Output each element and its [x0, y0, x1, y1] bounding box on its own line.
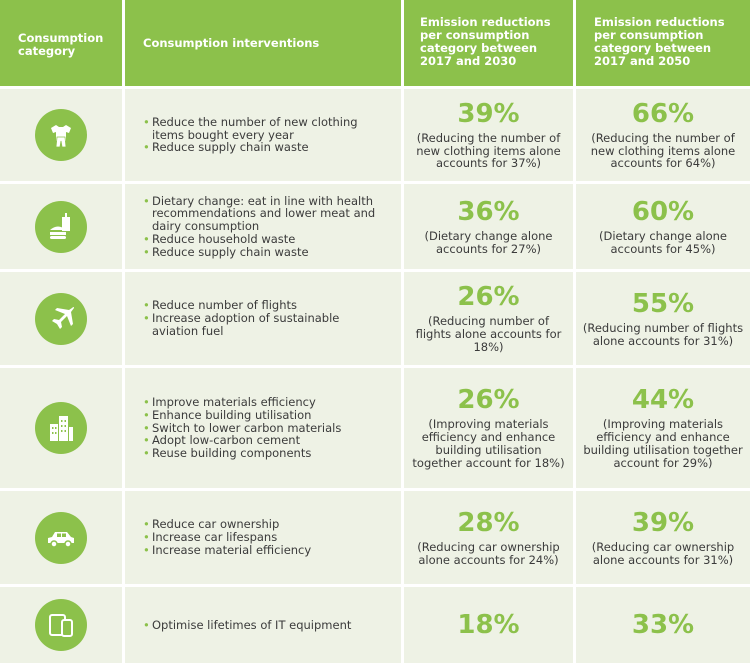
list-item: Adopt low-carbon cement [143, 434, 389, 447]
reduction-2030: 26% [457, 282, 520, 313]
interventions-list: Reduce number of flights Increase adopti… [125, 272, 401, 365]
table-row: Dietary change: eat in line with health … [0, 184, 750, 269]
list-item: Enhance building utilisation [143, 408, 389, 422]
header-category: Consumption category [0, 0, 122, 86]
reduction-2050: 33% [631, 610, 695, 640]
list-item: Reduce car ownership [143, 518, 389, 531]
interventions-list: Optimise lifetimes of IT equipment [125, 587, 401, 663]
table-row: Improve materials efficiency Enhance bui… [0, 368, 750, 488]
list-item: Reduce household waste [143, 233, 389, 246]
interventions-list: Dietary change: eat in line with health … [125, 184, 401, 269]
reduction-2050: 55% [631, 288, 695, 319]
list-item: Reduce the number of new clothing items … [143, 115, 389, 142]
list-item: Reduce supply chain waste [143, 245, 389, 259]
table-row: Reduce car ownership Increase car lifesp… [0, 491, 750, 584]
table-row: Reduce the number of new clothing items … [0, 89, 750, 181]
reduction-2030: 26% [457, 385, 520, 416]
list-item: Switch to lower carbon materials [143, 421, 389, 435]
list-item: Reduce supply chain waste [143, 141, 389, 154]
header-2050: Emission reductions per consumption cate… [576, 0, 750, 86]
interventions-list: Reduce the number of new clothing items … [125, 89, 401, 181]
list-item: Increase car lifespans [143, 531, 389, 544]
buildings-icon [35, 402, 87, 454]
reduction-2050: 66% [631, 98, 695, 129]
reduction-2050: 44% [631, 385, 695, 416]
devices-icon [35, 599, 87, 651]
table-row: Reduce number of flights Increase adopti… [0, 272, 750, 365]
header-interventions: Consumption interventions [125, 0, 401, 86]
table-row: Optimise lifetimes of IT equipment 18% 3… [0, 587, 750, 663]
reduction-2030-note: (Improving materials efficiency and enha… [412, 417, 565, 470]
header-2030: Emission reductions per consumption cate… [404, 0, 573, 86]
reduction-2050-note: (Dietary change alone accounts for 45%) [599, 228, 727, 256]
table-header: Consumption category Consumption interve… [0, 0, 750, 86]
reduction-2030: 36% [457, 196, 520, 227]
interventions-list: Improve materials efficiency Enhance bui… [125, 368, 401, 488]
list-item: Increase material efficiency [143, 544, 389, 557]
reduction-2030: 18% [457, 610, 520, 640]
clothing-icon [35, 109, 87, 161]
list-item: Reuse building components [143, 447, 389, 460]
airplane-icon [35, 292, 87, 345]
reduction-2030: 28% [457, 507, 520, 538]
list-item: Increase adoption of sustainable aviatio… [143, 312, 389, 338]
food-icon [35, 200, 87, 253]
reduction-2050-note: (Reducing car ownership alone accounts f… [591, 539, 735, 567]
interventions-list: Reduce car ownership Increase car lifesp… [125, 491, 401, 584]
reduction-2030-note: (Dietary change alone accounts for 27%) [424, 228, 553, 256]
list-item: Improve materials efficiency [143, 396, 389, 409]
reduction-2050-note: (Improving materials efficiency and enha… [583, 417, 743, 470]
reduction-2050: 60% [631, 196, 695, 227]
reduction-2030-note: (Reducing number of flights alone accoun… [415, 314, 562, 354]
car-icon [35, 511, 87, 564]
reduction-2050-note: (Reducing the number of new clothing ite… [590, 130, 736, 171]
reduction-2050: 39% [631, 507, 695, 538]
list-item: Dietary change: eat in line with health … [143, 194, 389, 233]
reduction-2030: 39% [457, 98, 520, 129]
reduction-2030-note: (Reducing car ownership alone accounts f… [417, 539, 560, 567]
list-item: Reduce number of flights [143, 299, 389, 312]
reduction-2050-note: (Reducing number of flights alone accoun… [582, 320, 744, 348]
list-item: Optimise lifetimes of IT equipment [143, 618, 389, 632]
reduction-2030-note: (Reducing the number of new clothing ite… [416, 130, 561, 171]
